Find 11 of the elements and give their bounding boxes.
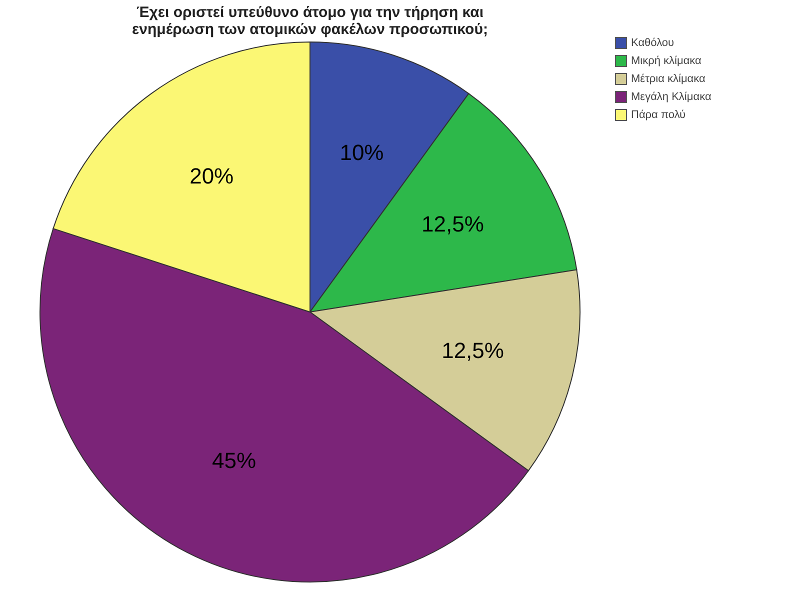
legend-label: Καθόλου: [631, 37, 674, 49]
data-label: 12,5%: [422, 212, 484, 237]
chart-title: Έχει οριστεί υπεύθυνο άτομο για την τήρηση και ενημέρωση των ατομικών φακέλων προσωπικού;: [132, 4, 488, 38]
data-label: 12,5%: [442, 338, 504, 364]
legend-label: Μέτρια κλίμακα: [631, 73, 706, 85]
legend-label: Μικρή κλίμακα: [631, 55, 702, 67]
data-label: 20%: [190, 164, 234, 189]
legend-label: Μεγάλη Κλίμακα: [631, 91, 712, 103]
data-label: 45%: [212, 448, 256, 474]
data-label: 10%: [340, 140, 384, 165]
legend-label: Πάρα πολύ: [631, 109, 686, 121]
